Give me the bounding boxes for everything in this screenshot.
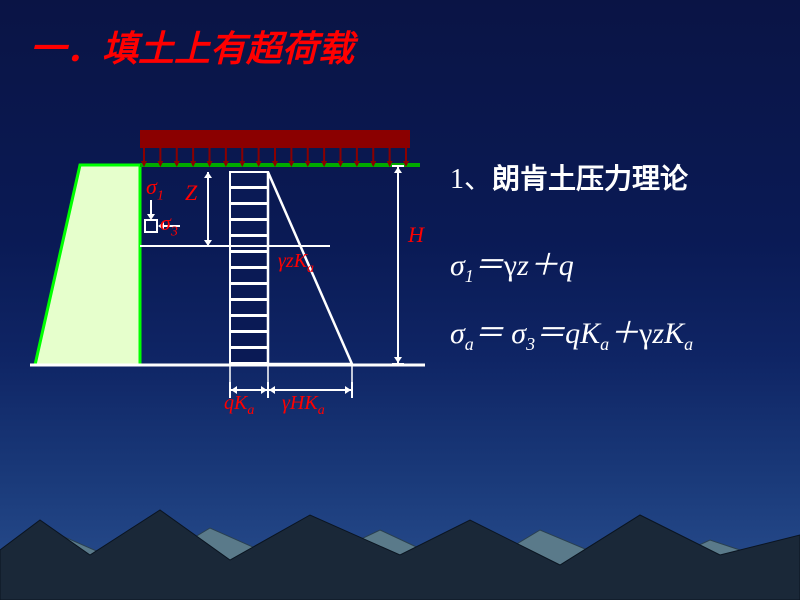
diagram-svg xyxy=(30,120,430,420)
label-H: H xyxy=(408,222,424,248)
subtitle-num: 1、 xyxy=(450,164,492,195)
page-title: 一．填土上有超荷载 xyxy=(30,20,354,72)
mountains-bg xyxy=(0,480,800,600)
subtitle-text: 朗肯土压力理论 xyxy=(492,164,688,195)
subtitle: 1、朗肯土压力理论 xyxy=(450,155,688,205)
label-Z: Z xyxy=(185,180,197,206)
diagram: σ1 σ3 Z H γzKa qKa γHKa xyxy=(30,120,430,410)
label-qKa: qKa xyxy=(224,392,254,419)
theory-text: 1、朗肯土压力理论 σ1＝γz＋q σa＝ σ3＝qKa＋γzKa xyxy=(450,155,693,361)
label-sigma3: σ3 xyxy=(160,210,178,240)
equation-1: σ1＝γz＋q xyxy=(450,239,693,293)
label-gzKa: γzKa xyxy=(278,250,314,277)
label-gHKa: γHKa xyxy=(282,392,325,419)
equation-2: σa＝ σ3＝qKa＋γzKa xyxy=(450,307,693,361)
label-sigma1: σ1 xyxy=(146,174,164,204)
